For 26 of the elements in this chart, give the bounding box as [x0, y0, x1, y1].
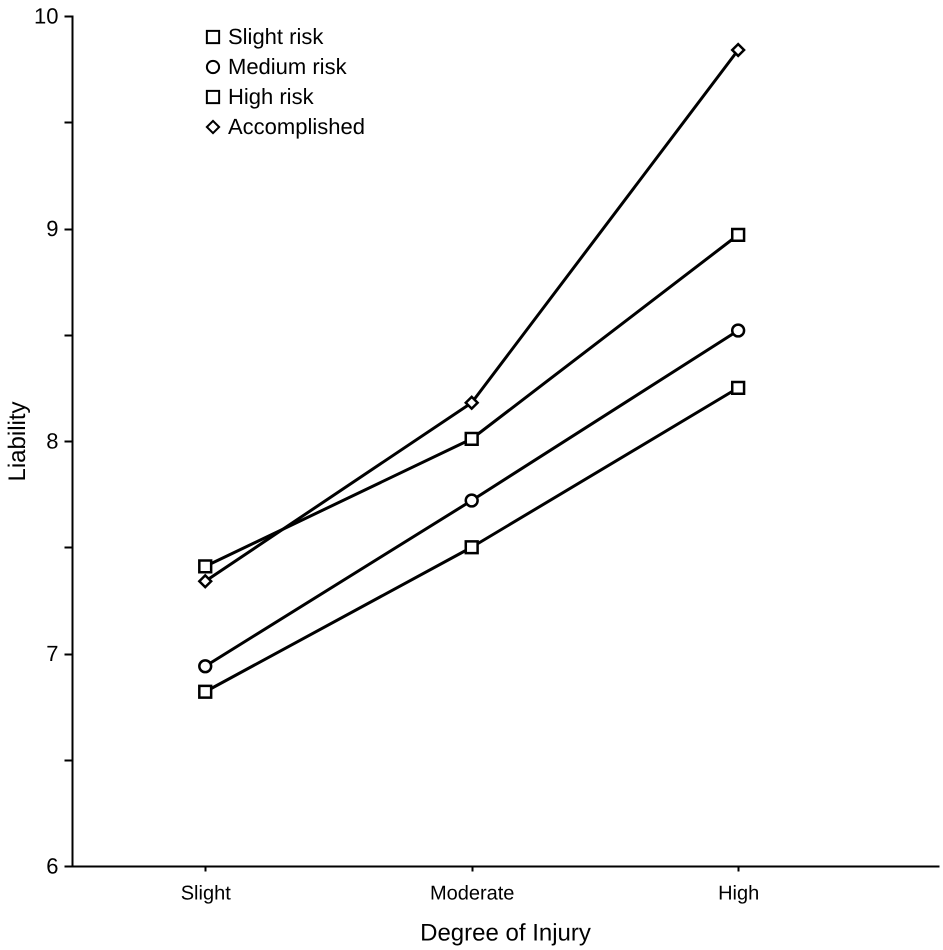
legend-label: Accomplished	[228, 114, 365, 139]
point	[464, 396, 479, 410]
x-axis-title: Degree of Injury	[420, 920, 591, 946]
point	[464, 540, 479, 554]
y-tick-label: 10	[34, 4, 58, 28]
point	[464, 493, 479, 508]
point	[198, 574, 212, 588]
y-tick-label: 6	[46, 854, 58, 878]
y-tick-label: 7	[46, 641, 58, 666]
point	[730, 42, 746, 58]
point	[198, 659, 212, 674]
y-axis-title: Liability	[4, 401, 32, 482]
legend-label: High risk	[228, 84, 315, 109]
y-tick-label: 9	[46, 216, 58, 241]
x-tick-label: High	[718, 882, 760, 904]
point	[464, 432, 479, 446]
x-tick-label: Moderate	[430, 882, 514, 904]
point	[730, 380, 746, 396]
point	[730, 228, 746, 242]
x-tick-label: Slight	[180, 882, 232, 904]
point	[198, 559, 212, 574]
y-tick-label: 8	[46, 428, 58, 454]
point	[730, 323, 746, 338]
legend-label: Medium risk	[228, 54, 348, 79]
point	[198, 684, 212, 699]
legend-label: Slight risk	[228, 24, 324, 49]
